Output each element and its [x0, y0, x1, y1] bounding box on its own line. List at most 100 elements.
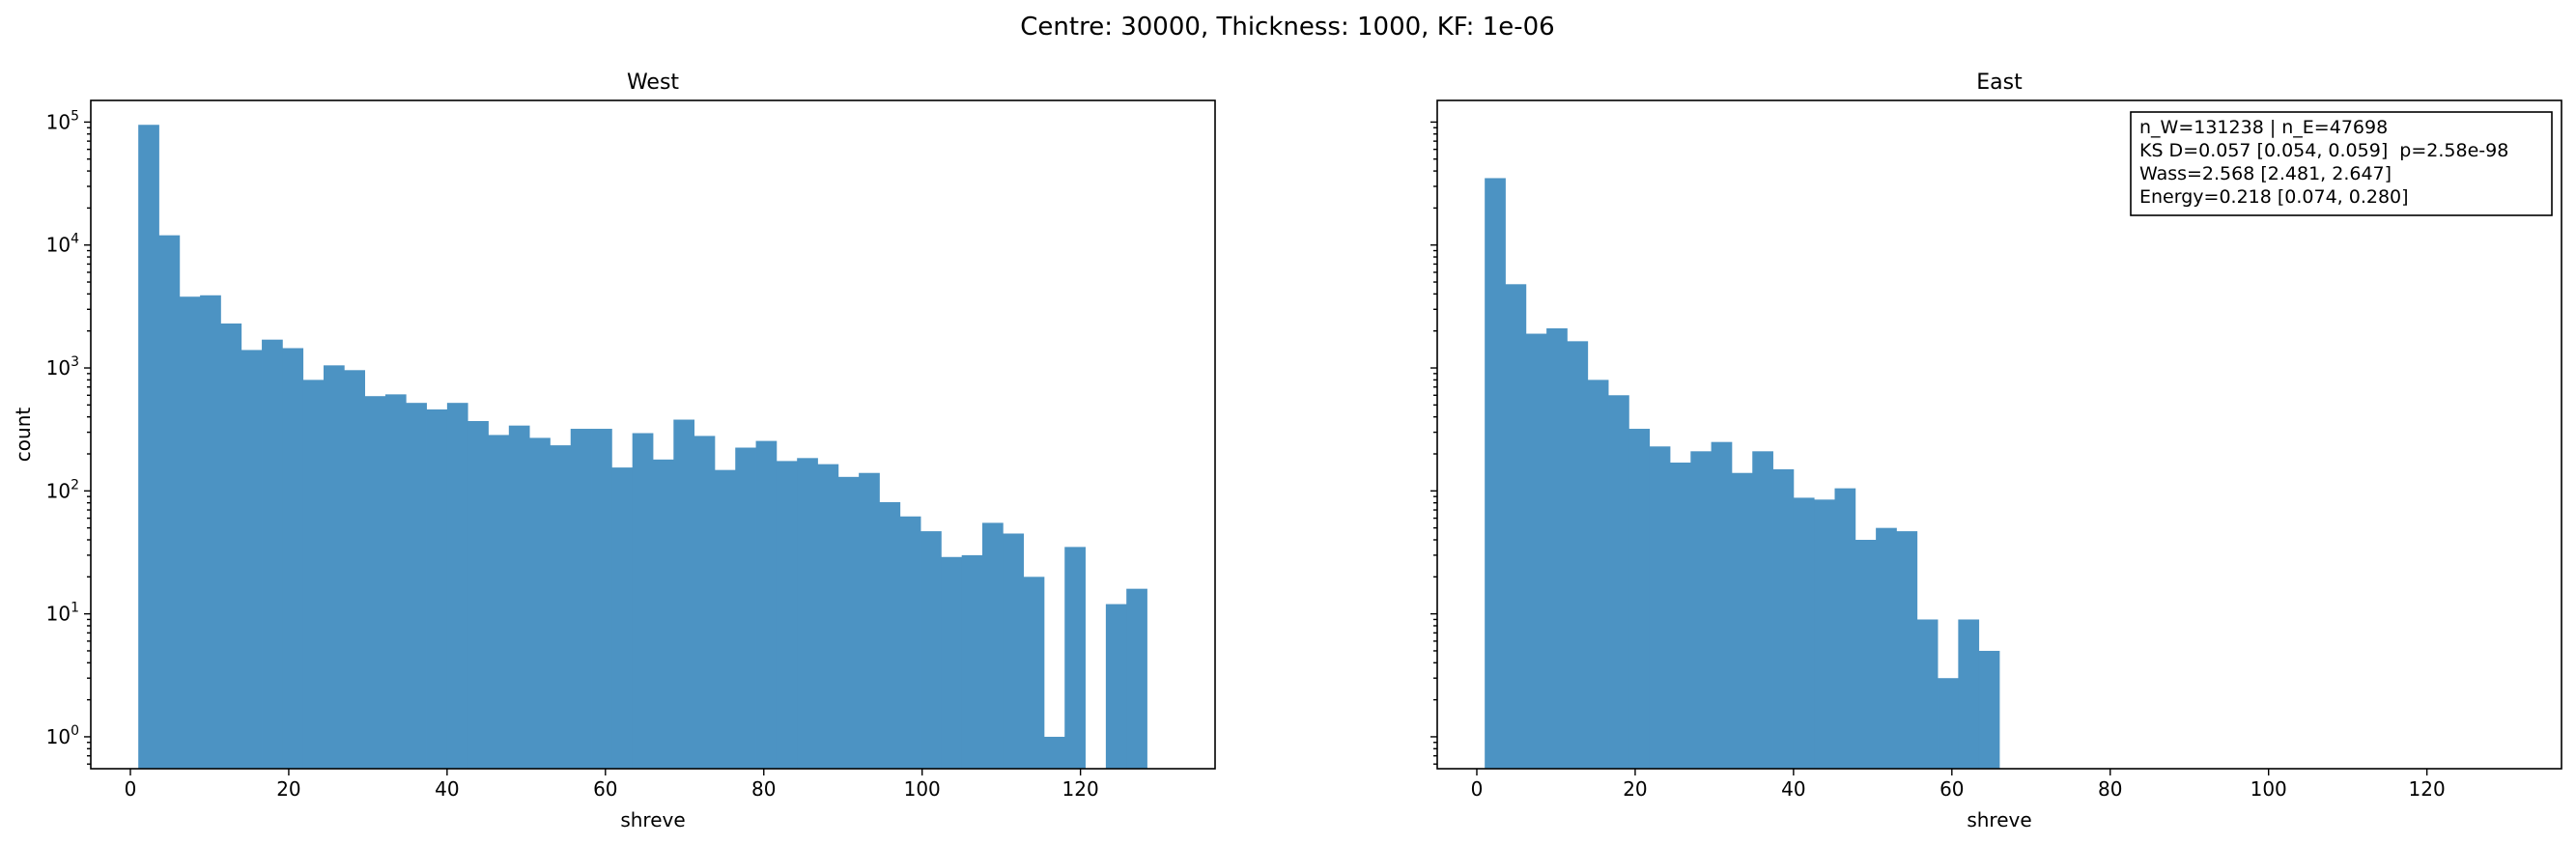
west-bar	[302, 380, 325, 769]
west-bar	[220, 323, 242, 769]
west-bar	[817, 464, 839, 769]
west-xlabel: shreve	[620, 808, 685, 831]
stats-line-1: n_W=131238 | n_E=47698	[2139, 117, 2388, 138]
west-bar	[982, 522, 1004, 769]
west-bar	[632, 433, 654, 769]
west-bar	[1064, 547, 1086, 769]
west-bar	[200, 295, 221, 769]
east-panel: East 0 20 40 60 80 100 120 shreve n_W=131238 |…	[1430, 70, 2562, 831]
west-bar	[529, 437, 551, 769]
east-title: East	[1976, 70, 2023, 95]
west-bar	[282, 348, 304, 769]
west-x-tick-label: 40	[435, 777, 459, 801]
east-bar	[1546, 328, 1568, 769]
east-axes-frame	[1436, 99, 2562, 770]
west-x-tick-label: 60	[593, 777, 617, 801]
east-bar	[1854, 540, 1877, 769]
stats-line-3: Wass=2.568 [2.481, 2.647]	[2139, 163, 2392, 184]
west-bar	[611, 467, 634, 769]
west-bar	[694, 436, 716, 769]
west-bar	[920, 531, 942, 769]
west-bar	[262, 339, 283, 769]
west-bar	[941, 556, 963, 769]
west-bar	[241, 350, 263, 769]
east-xlabel: shreve	[1967, 808, 2031, 831]
west-bar	[138, 125, 159, 769]
east-bar	[1608, 395, 1629, 769]
east-bars	[1485, 178, 2000, 769]
east-bar	[1916, 619, 1939, 769]
west-y-tick-label: 104	[46, 232, 79, 257]
west-bar	[1126, 588, 1147, 769]
east-x-tick-label: 100	[2250, 777, 2287, 801]
east-x-tick-label: 40	[1781, 777, 1805, 801]
east-bar	[1938, 678, 1959, 769]
west-bar	[1023, 577, 1045, 769]
west-bar	[735, 447, 756, 769]
east-bar	[1834, 488, 1856, 769]
west-bar	[406, 403, 427, 769]
east-bar	[1505, 284, 1527, 769]
east-bar	[1978, 650, 2000, 769]
east-bar	[1752, 451, 1773, 769]
west-y-tick-label: 102	[46, 477, 79, 502]
east-bar	[1567, 341, 1589, 769]
west-bar	[1105, 604, 1127, 769]
east-x-tick-label: 80	[2098, 777, 2122, 801]
west-x-tick-label: 0	[125, 777, 137, 801]
east-bar	[1670, 463, 1691, 769]
east-bar	[1793, 497, 1815, 769]
west-panel: West 0 20 40 60 80 100 120 100101102103104105 …	[12, 70, 1216, 831]
west-bar	[755, 440, 778, 769]
west-bar	[653, 459, 674, 769]
west-x-tick-label: 80	[751, 777, 776, 801]
east-bar	[1690, 451, 1713, 769]
west-x-ticks: 0 20 40 60 80 100 120	[125, 769, 1099, 801]
west-x-tick-label: 20	[276, 777, 300, 801]
west-title: West	[627, 70, 679, 95]
west-bar	[714, 469, 736, 769]
west-y-tick-label: 105	[46, 108, 79, 133]
west-bar	[324, 365, 345, 769]
west-ylabel: count	[12, 408, 35, 463]
stats-line-2: KS D=0.057 [0.054, 0.059] p=2.58e-98	[2139, 140, 2508, 161]
east-bar	[1485, 178, 1506, 769]
east-x-tick-label: 120	[2409, 777, 2446, 801]
east-bar	[1958, 619, 1980, 769]
west-bar	[384, 394, 407, 769]
west-bar	[570, 429, 592, 769]
west-bar	[673, 419, 695, 769]
east-bar	[1587, 380, 1609, 769]
east-bar	[1772, 468, 1795, 769]
west-y-tick-label: 101	[46, 601, 79, 626]
west-y-tick-label: 100	[46, 723, 79, 748]
east-bar	[1876, 527, 1897, 769]
east-bar	[1731, 472, 1753, 769]
west-bar	[899, 516, 921, 769]
west-bar	[1003, 533, 1025, 769]
west-bar	[158, 235, 181, 769]
east-x-tick-label: 20	[1623, 777, 1647, 801]
west-bar	[776, 461, 798, 769]
west-axes-frame	[90, 99, 1216, 770]
west-bar	[591, 429, 612, 769]
west-bar	[179, 296, 201, 769]
west-bar	[961, 554, 983, 769]
east-bar	[1711, 441, 1733, 769]
west-bar	[859, 472, 880, 769]
stats-line-4: Energy=0.218 [0.074, 0.280]	[2139, 186, 2409, 208]
west-bar	[797, 458, 818, 769]
east-x-tick-label: 60	[1939, 777, 1964, 801]
west-y-tick-label: 103	[46, 354, 79, 380]
east-bar	[1628, 429, 1651, 769]
east-bar	[1525, 333, 1547, 769]
east-bar	[1649, 446, 1671, 769]
east-bar	[1814, 499, 1835, 769]
west-bar	[1043, 736, 1065, 769]
west-x-tick-label: 120	[1062, 777, 1099, 801]
west-bar	[364, 396, 386, 769]
west-x-tick-label: 100	[904, 777, 941, 801]
west-bar	[467, 421, 489, 769]
west-y-ticks: 100 101 102 103 104 105	[46, 108, 91, 765]
west-bar	[488, 435, 510, 769]
